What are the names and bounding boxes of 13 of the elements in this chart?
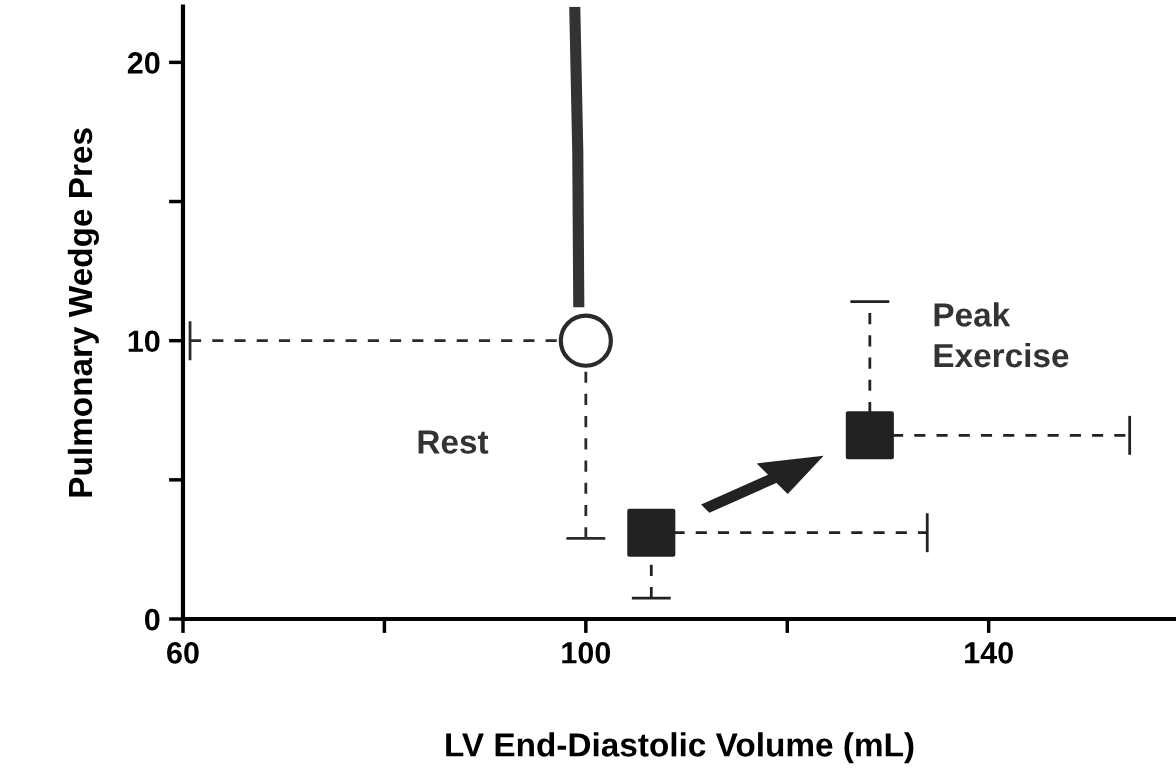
x-tick-label: 60	[167, 642, 199, 664]
y-tick-label: 10	[128, 330, 160, 353]
y-axis-title: Pulmonary Wedge Pres	[67, 128, 99, 497]
x-axis-title: LV End-Diastolic Volume (mL)	[446, 732, 914, 764]
x-tick-label: 140	[965, 642, 1013, 664]
annotation: Rest	[418, 430, 489, 454]
point	[845, 411, 894, 460]
x-tick-label: 100	[562, 642, 611, 664]
annotation: Peak Exercise	[934, 302, 1069, 368]
point	[558, 313, 613, 368]
point	[627, 508, 676, 557]
y-tick-label: 20	[127, 52, 160, 74]
y-tick-label: 0	[144, 608, 160, 631]
